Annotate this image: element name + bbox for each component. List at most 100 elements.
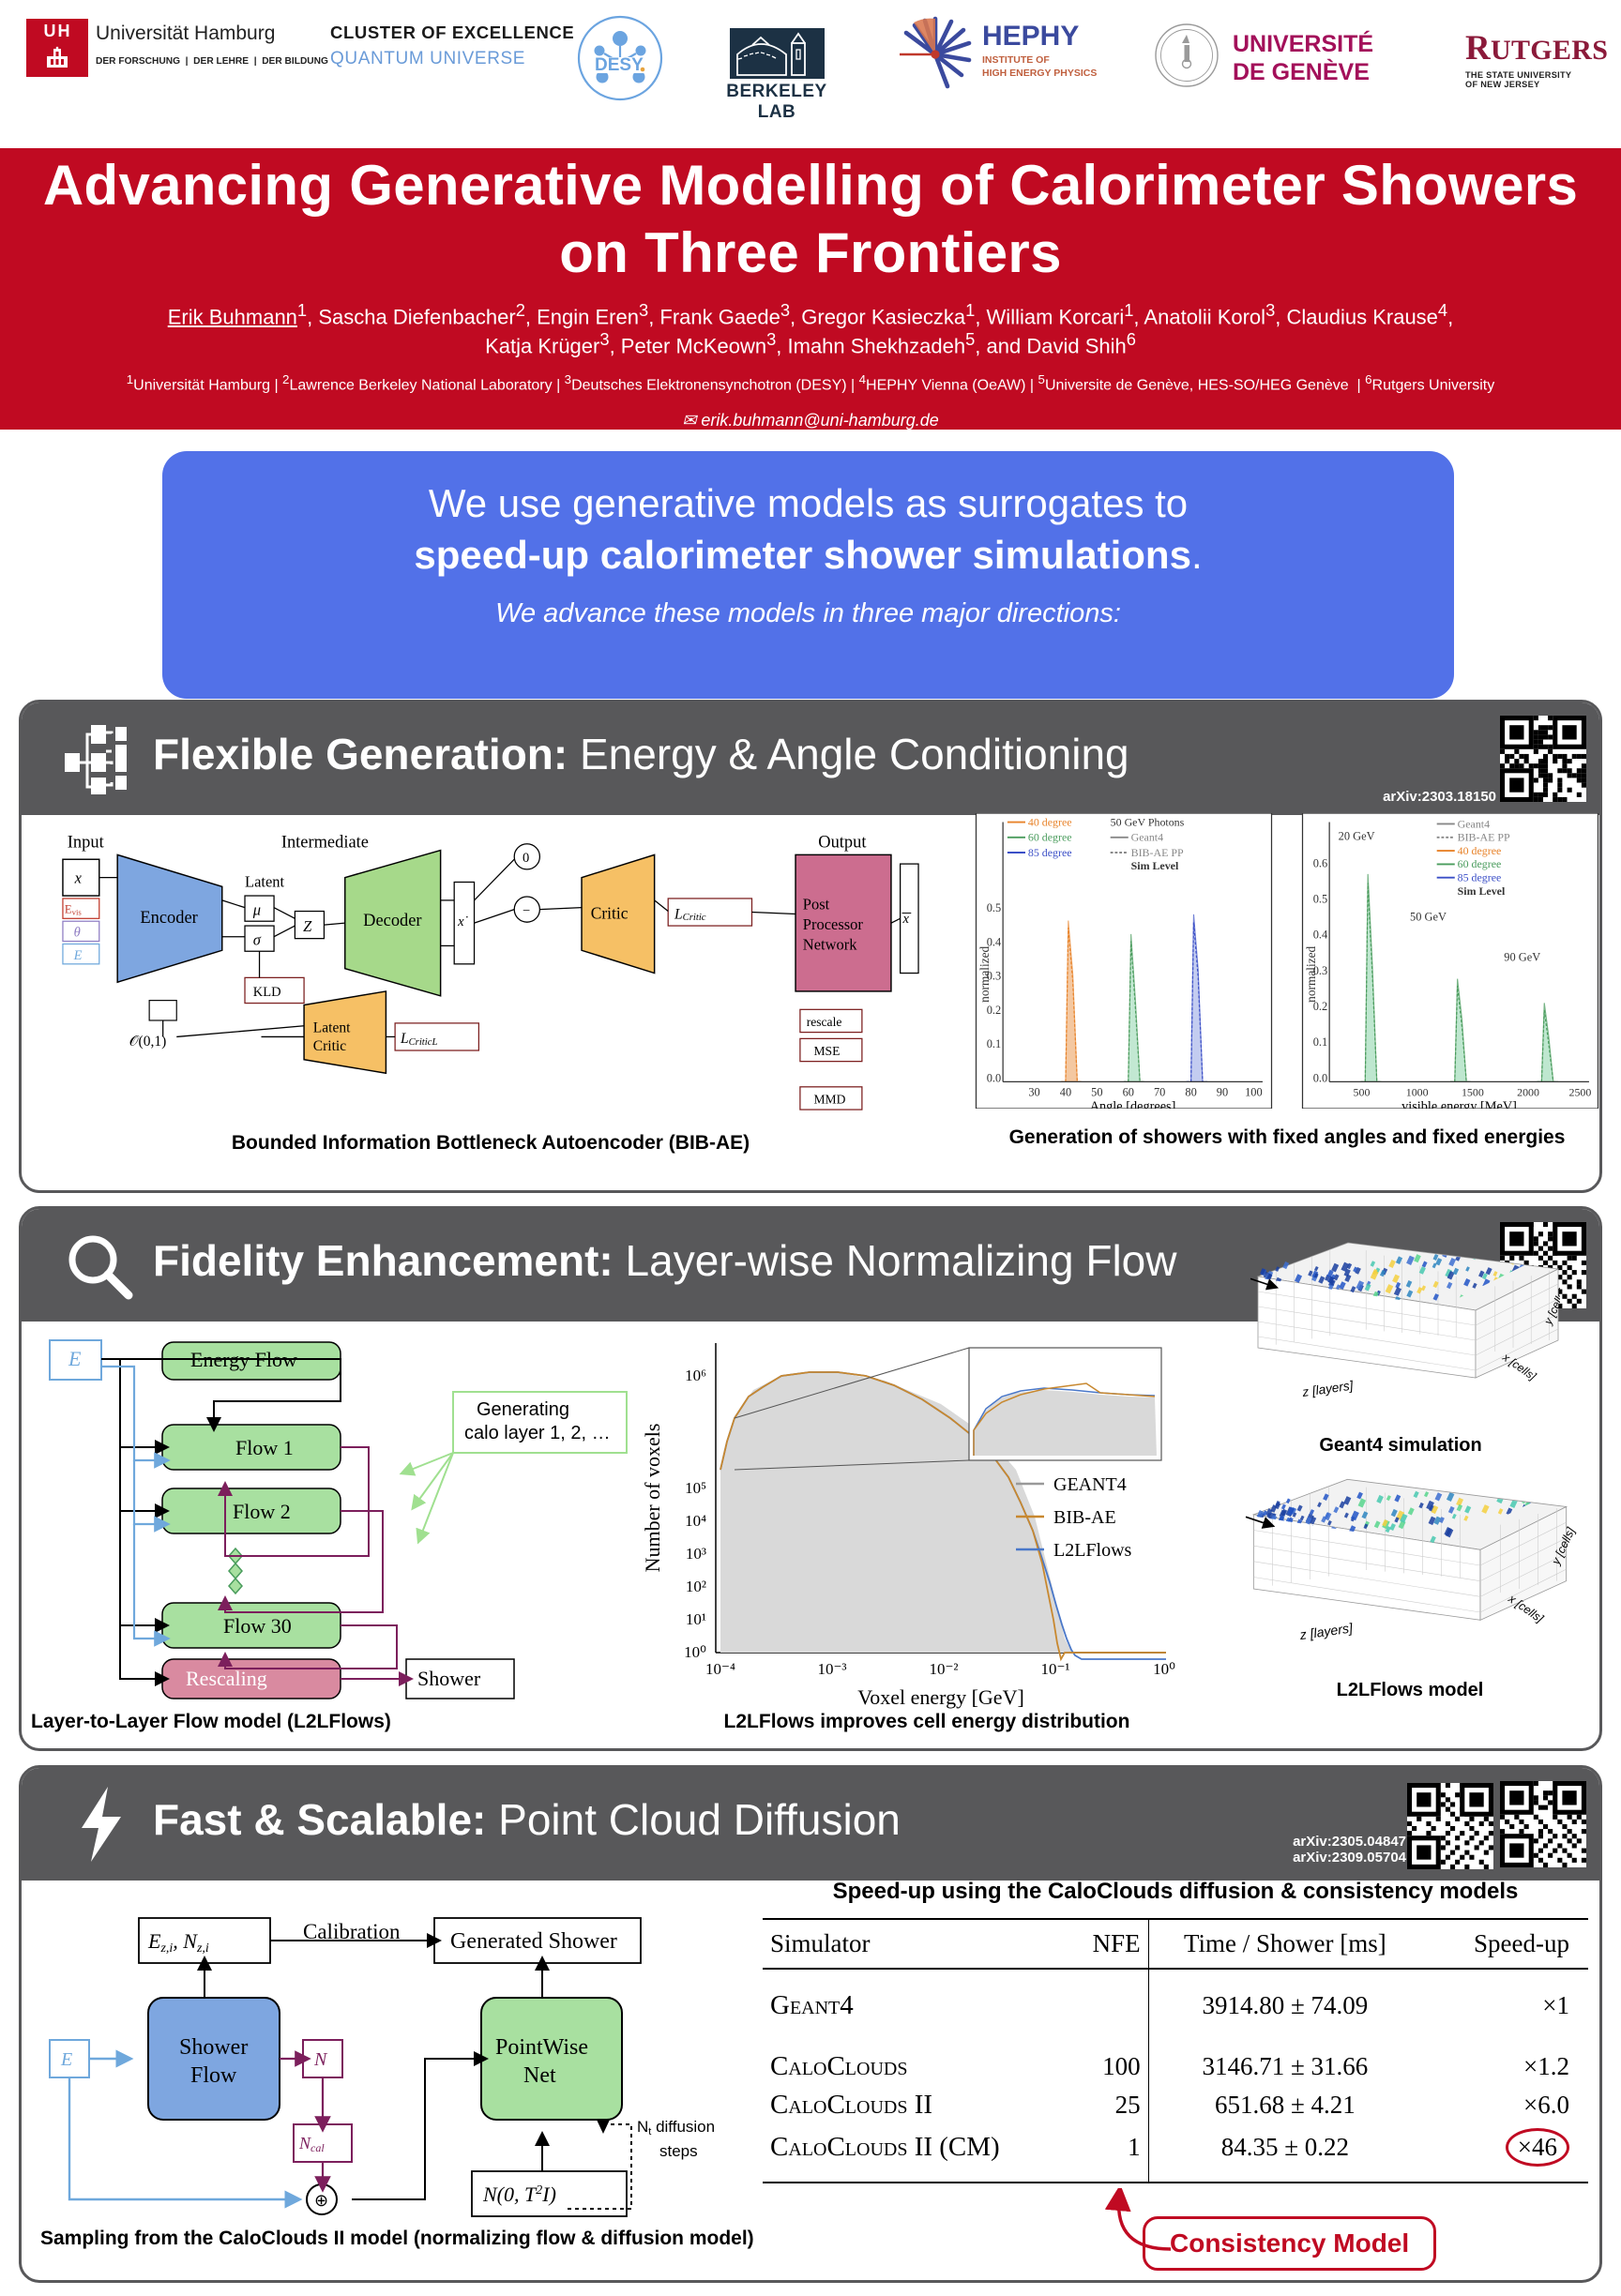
svg-text:PointWise: PointWise xyxy=(495,2035,588,2060)
svg-text:30: 30 xyxy=(1028,1086,1039,1099)
svg-text:1000: 1000 xyxy=(1406,1086,1429,1099)
svg-text:Sim Level: Sim Level xyxy=(1131,859,1179,872)
svg-text:10⁻³: 10⁻³ xyxy=(817,1660,846,1678)
svg-text:E: E xyxy=(60,2049,72,2070)
svg-text:E: E xyxy=(73,948,83,963)
svg-text:10⁰: 10⁰ xyxy=(1153,1660,1175,1678)
svg-text:BIB-AE PP: BIB-AE PP xyxy=(1458,831,1510,844)
svg-text:normalized: normalized xyxy=(1304,945,1318,1002)
svg-text:Angle [degrees]: Angle [degrees] xyxy=(1090,1099,1176,1109)
svg-text:Generating: Generating xyxy=(477,1399,569,1420)
svg-text:Encoder: Encoder xyxy=(140,908,197,927)
svg-text:0.0: 0.0 xyxy=(1313,1071,1328,1084)
svg-text:GEANT4: GEANT4 xyxy=(1053,1474,1127,1495)
svg-text:Critic: Critic xyxy=(591,903,629,922)
svg-text:Sim Level: Sim Level xyxy=(1458,884,1506,898)
svg-text:Flow 2: Flow 2 xyxy=(233,1500,291,1523)
svg-text:10²: 10² xyxy=(686,1578,706,1595)
svg-text:Number of voxels: Number of voxels xyxy=(641,1424,664,1573)
svg-text:Latent: Latent xyxy=(245,872,285,890)
svg-text:10⁰: 10⁰ xyxy=(684,1643,706,1661)
svg-text:90 GeV: 90 GeV xyxy=(1504,951,1540,964)
svg-text:𝒪(0,1): 𝒪(0,1) xyxy=(129,1034,167,1050)
svg-text:0.4: 0.4 xyxy=(1313,929,1328,942)
svg-text:40 degree: 40 degree xyxy=(1458,844,1502,857)
svg-text:Generated Shower: Generated Shower xyxy=(450,1929,617,1954)
svg-text:60 degree: 60 degree xyxy=(1028,831,1072,844)
svg-text:calo layer 1, 2, …: calo layer 1, 2, … xyxy=(464,1423,611,1443)
svg-text:Voxel energy [GeV]: Voxel energy [GeV] xyxy=(857,1685,1024,1709)
svg-text:0.5: 0.5 xyxy=(1313,892,1328,905)
svg-text:Flow: Flow xyxy=(190,2063,237,2088)
svg-text:x˙: x˙ xyxy=(457,914,468,929)
svg-text:10⁴: 10⁴ xyxy=(685,1512,706,1530)
svg-text:MSE: MSE xyxy=(813,1044,840,1058)
svg-text:10⁻²: 10⁻² xyxy=(929,1660,958,1678)
svg-text:10⁵: 10⁵ xyxy=(685,1479,706,1497)
svg-text:Output: Output xyxy=(818,833,867,852)
svg-text:1500: 1500 xyxy=(1462,1086,1484,1099)
svg-text:Shower: Shower xyxy=(417,1667,481,1690)
svg-text:85 degree: 85 degree xyxy=(1028,846,1072,859)
svg-text:θ: θ xyxy=(74,926,81,941)
svg-text:normalized: normalized xyxy=(977,945,992,1002)
svg-text:x: x xyxy=(902,912,910,927)
svg-text:Post: Post xyxy=(803,896,830,914)
svg-text:σ: σ xyxy=(253,930,262,948)
svg-text:70: 70 xyxy=(1154,1086,1165,1099)
svg-text:20 GeV: 20 GeV xyxy=(1339,830,1375,843)
svg-text:Processor: Processor xyxy=(803,915,864,933)
svg-text:BIB-AE PP: BIB-AE PP xyxy=(1131,846,1184,859)
svg-text:100: 100 xyxy=(1245,1086,1263,1099)
svg-text:90: 90 xyxy=(1217,1086,1228,1099)
svg-text:85 degree: 85 degree xyxy=(1458,871,1502,884)
svg-text:0.0: 0.0 xyxy=(987,1071,1002,1084)
svg-text:0.1: 0.1 xyxy=(1313,1035,1328,1049)
svg-text:0: 0 xyxy=(523,851,529,866)
svg-text:Flow 30: Flow 30 xyxy=(223,1614,292,1638)
svg-text:0.6: 0.6 xyxy=(1313,856,1328,869)
svg-text:0.1: 0.1 xyxy=(987,1037,1002,1050)
svg-text:0.5: 0.5 xyxy=(987,901,1002,914)
svg-text:10¹: 10¹ xyxy=(686,1610,706,1628)
svg-text:0.2: 0.2 xyxy=(987,1004,1002,1017)
svg-text:Latent: Latent xyxy=(313,1020,351,1036)
svg-text:Nt diffusion: Nt diffusion xyxy=(637,2118,715,2137)
svg-text:10⁻⁴: 10⁻⁴ xyxy=(705,1660,735,1678)
svg-text:50: 50 xyxy=(1091,1086,1102,1099)
svg-text:Critic: Critic xyxy=(313,1038,346,1054)
svg-text:Shower: Shower xyxy=(179,2035,248,2060)
svg-text:50 GeV Photons: 50 GeV Photons xyxy=(1111,815,1185,828)
svg-text:80: 80 xyxy=(1185,1086,1196,1099)
svg-text:Net: Net xyxy=(523,2063,556,2088)
svg-text:μ: μ xyxy=(252,900,261,918)
svg-text:Geant4: Geant4 xyxy=(1458,817,1490,830)
svg-text:MMD: MMD xyxy=(813,1092,845,1106)
svg-text:Intermediate: Intermediate xyxy=(281,833,369,852)
svg-text:Z: Z xyxy=(303,917,312,935)
svg-text:N(0, T2I): N(0, T2I) xyxy=(482,2183,556,2206)
svg-text:40: 40 xyxy=(1060,1086,1071,1099)
svg-text:z [layers]: z [layers] xyxy=(1300,1378,1355,1399)
svg-text:2000: 2000 xyxy=(1517,1086,1539,1099)
svg-text:60: 60 xyxy=(1123,1086,1134,1099)
svg-text:Decoder: Decoder xyxy=(363,911,421,929)
svg-text:KLD: KLD xyxy=(253,985,281,1000)
svg-text:50 GeV: 50 GeV xyxy=(1410,911,1447,924)
svg-text:x: x xyxy=(74,869,83,886)
svg-text:10⁻¹: 10⁻¹ xyxy=(1040,1660,1069,1678)
svg-text:Rescaling: Rescaling xyxy=(186,1667,267,1690)
svg-text:N: N xyxy=(313,2049,328,2070)
svg-text:E: E xyxy=(68,1347,82,1370)
svg-text:rescale: rescale xyxy=(807,1015,842,1029)
svg-text:BIB-AE: BIB-AE xyxy=(1053,1507,1116,1528)
svg-text:Network: Network xyxy=(803,935,857,953)
svg-text:Input: Input xyxy=(68,833,105,852)
svg-text:500: 500 xyxy=(1354,1086,1371,1099)
svg-text:60 degree: 60 degree xyxy=(1458,857,1502,870)
svg-text:steps: steps xyxy=(659,2142,698,2160)
svg-text:visible energy [MeV]: visible energy [MeV] xyxy=(1401,1099,1517,1109)
svg-text:DESY: DESY xyxy=(595,55,644,75)
svg-text:10³: 10³ xyxy=(686,1545,706,1563)
svg-text:Geant4: Geant4 xyxy=(1131,831,1163,844)
